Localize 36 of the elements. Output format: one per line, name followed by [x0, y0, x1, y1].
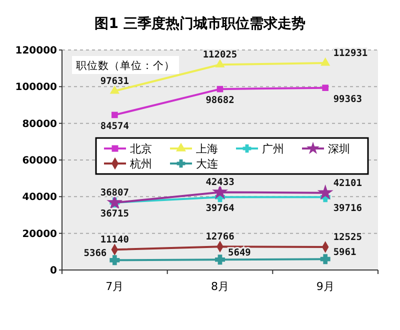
- data-label: 36807: [100, 188, 129, 199]
- y-tick-label: 20000: [22, 228, 58, 240]
- data-label: 11140: [100, 234, 130, 246]
- data-label: 97631: [100, 76, 130, 88]
- data-label: 5961: [333, 247, 356, 258]
- data-label: 5649: [228, 248, 252, 259]
- data-label: 39764: [206, 203, 235, 214]
- legend-label: 北京: [130, 142, 152, 156]
- data-label: 12766: [206, 232, 235, 243]
- x-tick-label: 8月: [211, 280, 229, 293]
- data-label: 42433: [206, 177, 235, 188]
- y-tick-label: 100000: [15, 82, 58, 94]
- data-label: 5366: [84, 248, 107, 260]
- y-tick-label: 0: [50, 266, 58, 276]
- data-label: 98682: [206, 95, 234, 106]
- x-tick-label: 7月: [106, 280, 124, 293]
- data-label: 99363: [333, 94, 362, 105]
- chart-title: 图1 三季度热门城市职位需求走势: [94, 15, 306, 32]
- y-tick-label: 120000: [15, 46, 58, 56]
- y-tick-label: 60000: [22, 156, 58, 166]
- data-label: 112931: [333, 48, 368, 59]
- data-label: 42101: [333, 178, 362, 189]
- data-label: 84574: [100, 120, 130, 132]
- legend-label: 深圳: [328, 142, 350, 156]
- annotation: 职位数（单位：个）: [76, 59, 175, 72]
- data-label: 36715: [100, 208, 130, 220]
- data-label: 12525: [333, 232, 362, 244]
- legend-label: 上海: [196, 142, 218, 156]
- legend-label: 杭州: [129, 158, 152, 170]
- data-label: 112025: [202, 50, 238, 61]
- legend-label: 大连: [196, 158, 218, 170]
- x-tick-label: 9月: [316, 280, 334, 293]
- data-label: 39716: [333, 203, 362, 214]
- y-tick-label: 80000: [22, 118, 58, 130]
- y-tick-label: 40000: [22, 192, 58, 204]
- legend-label: 广州: [262, 142, 284, 156]
